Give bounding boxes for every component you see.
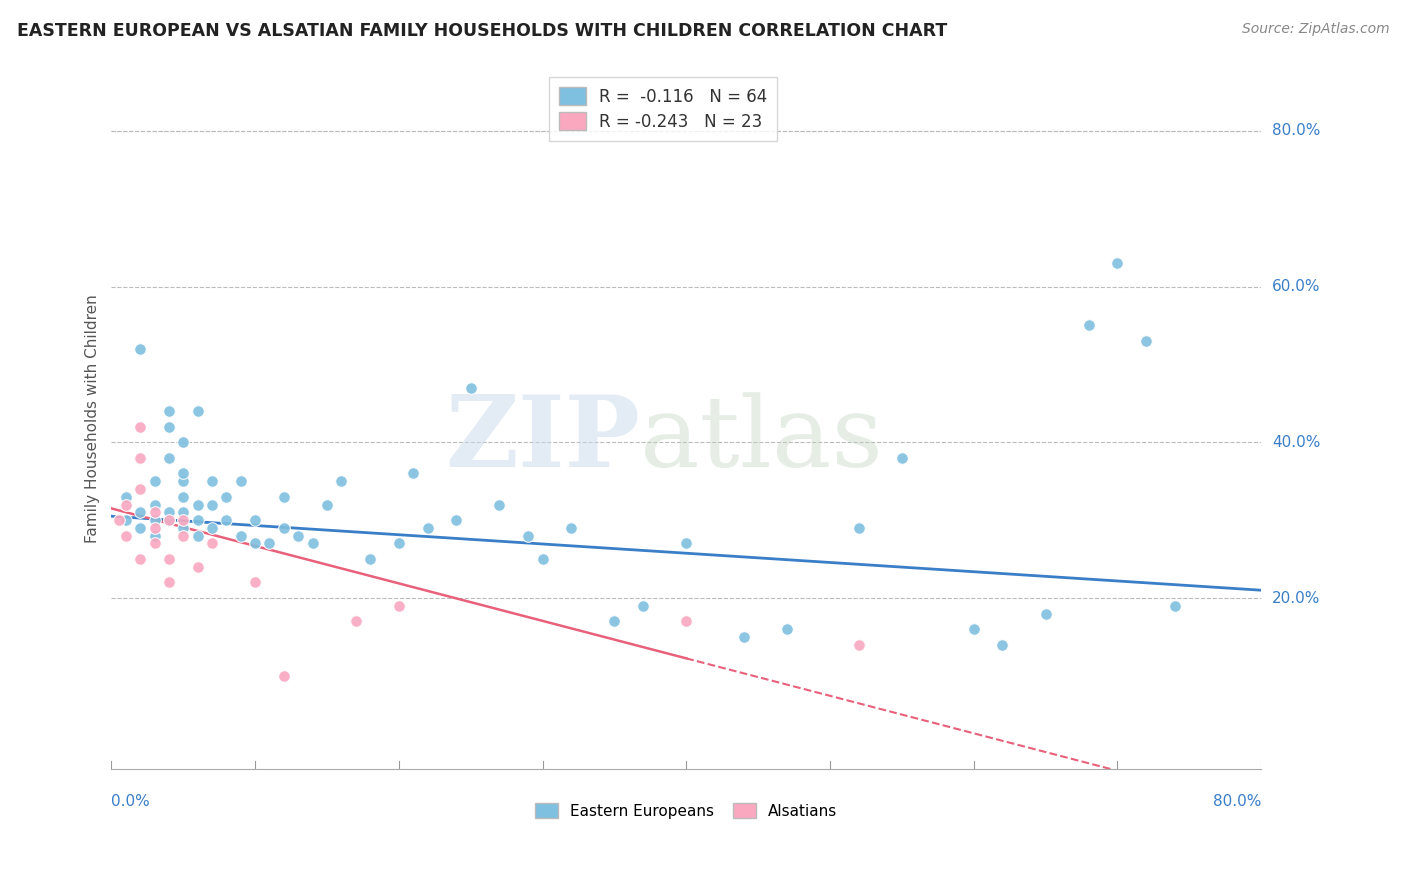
Point [172, 435, 194, 450]
Point [157, 505, 180, 519]
Point [187, 559, 209, 574]
Point [172, 513, 194, 527]
Text: EASTERN EUROPEAN VS ALSATIAN FAMILY HOUSEHOLDS WITH CHILDREN CORRELATION CHART: EASTERN EUROPEAN VS ALSATIAN FAMILY HOUS… [17, 22, 948, 40]
Point [1077, 318, 1099, 333]
Point [143, 529, 166, 543]
Point [187, 498, 209, 512]
Point [388, 536, 411, 550]
Point [1164, 599, 1187, 613]
Point [1107, 256, 1129, 270]
Point [157, 404, 180, 418]
Point [114, 490, 136, 504]
Point [201, 536, 224, 550]
Point [143, 521, 166, 535]
Point [143, 513, 166, 527]
Point [243, 513, 266, 527]
Point [776, 622, 799, 636]
Point [129, 450, 152, 465]
Point [402, 467, 425, 481]
Point [316, 498, 339, 512]
Point [157, 419, 180, 434]
Point [273, 521, 295, 535]
Point [215, 490, 238, 504]
Point [172, 521, 194, 535]
Point [531, 552, 554, 566]
Text: 80.0%: 80.0% [1272, 123, 1320, 138]
Point [991, 638, 1014, 652]
Point [172, 490, 194, 504]
Text: ZIP: ZIP [446, 392, 640, 489]
Point [201, 521, 224, 535]
Point [172, 529, 194, 543]
Point [129, 521, 152, 535]
Point [215, 513, 238, 527]
Y-axis label: Family Households with Children: Family Households with Children [86, 294, 100, 543]
Point [172, 474, 194, 488]
Legend: Eastern Europeans, Alsatians: Eastern Europeans, Alsatians [529, 797, 844, 825]
Point [488, 498, 510, 512]
Text: 60.0%: 60.0% [1272, 279, 1320, 294]
Point [114, 513, 136, 527]
Point [560, 521, 582, 535]
Point [416, 521, 439, 535]
Point [330, 474, 353, 488]
Point [259, 536, 281, 550]
Point [129, 419, 152, 434]
Point [187, 529, 209, 543]
Point [157, 513, 180, 527]
Point [143, 536, 166, 550]
Point [157, 575, 180, 590]
Point [187, 513, 209, 527]
Text: Source: ZipAtlas.com: Source: ZipAtlas.com [1241, 22, 1389, 37]
Point [172, 505, 194, 519]
Point [187, 404, 209, 418]
Point [157, 513, 180, 527]
Point [359, 552, 381, 566]
Point [129, 505, 152, 519]
Point [446, 513, 468, 527]
Point [675, 536, 697, 550]
Point [229, 474, 252, 488]
Point [143, 498, 166, 512]
Point [1035, 607, 1057, 621]
Text: 80.0%: 80.0% [1213, 794, 1261, 809]
Text: 40.0%: 40.0% [1272, 434, 1320, 450]
Point [107, 513, 129, 527]
Point [143, 474, 166, 488]
Point [848, 521, 870, 535]
Point [733, 630, 755, 644]
Point [243, 536, 266, 550]
Point [129, 482, 152, 496]
Text: 20.0%: 20.0% [1272, 591, 1320, 606]
Point [143, 505, 166, 519]
Point [229, 529, 252, 543]
Point [603, 615, 626, 629]
Point [201, 498, 224, 512]
Point [114, 529, 136, 543]
Point [201, 474, 224, 488]
Point [460, 381, 482, 395]
Point [172, 467, 194, 481]
Point [963, 622, 986, 636]
Point [273, 669, 295, 683]
Point [890, 450, 912, 465]
Point [344, 615, 367, 629]
Point [114, 498, 136, 512]
Point [157, 450, 180, 465]
Point [675, 615, 697, 629]
Point [848, 638, 870, 652]
Point [273, 490, 295, 504]
Point [388, 599, 411, 613]
Point [129, 552, 152, 566]
Text: 0.0%: 0.0% [111, 794, 150, 809]
Point [157, 552, 180, 566]
Point [631, 599, 654, 613]
Point [243, 575, 266, 590]
Point [301, 536, 323, 550]
Point [517, 529, 540, 543]
Point [287, 529, 309, 543]
Text: atlas: atlas [640, 392, 883, 488]
Point [1135, 334, 1157, 348]
Point [129, 342, 152, 356]
